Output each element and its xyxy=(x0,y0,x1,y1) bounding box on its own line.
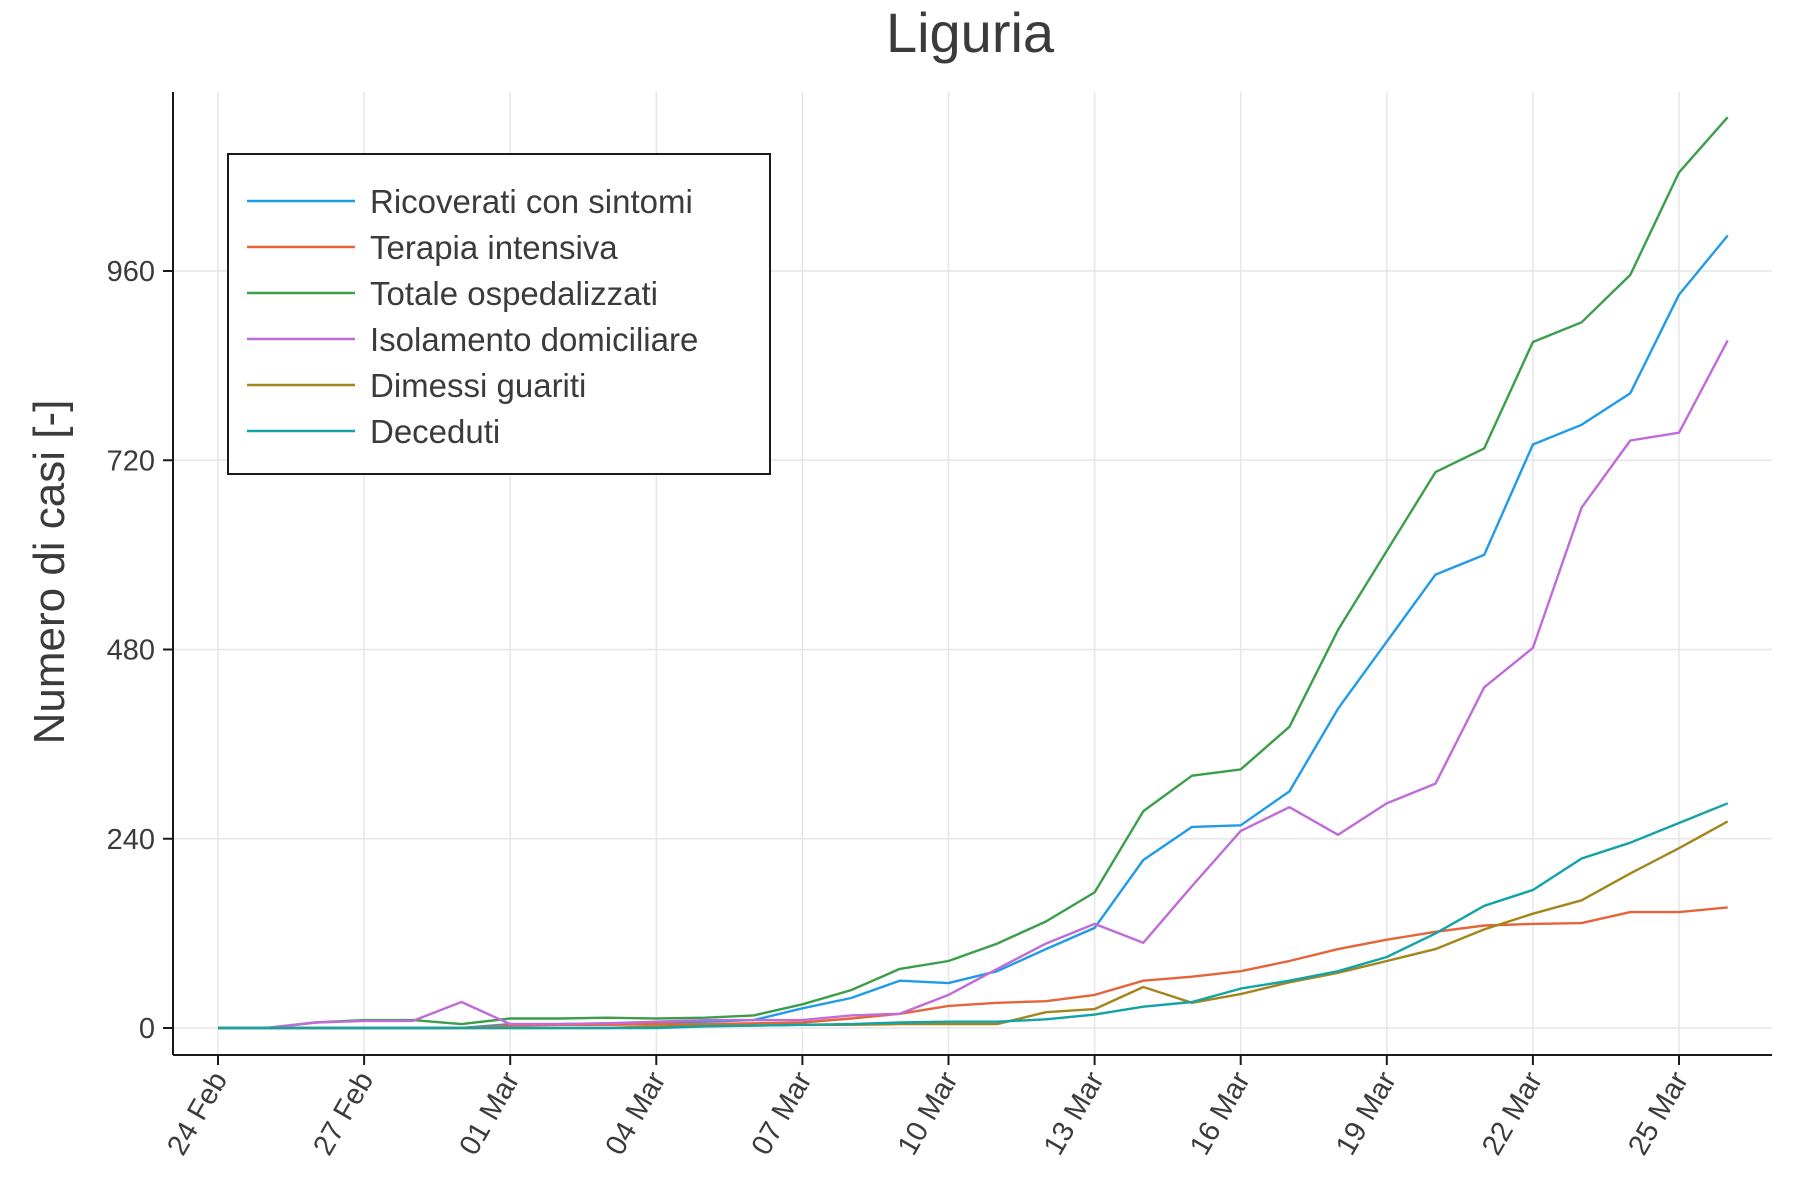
axes xyxy=(172,92,1772,1056)
x-tick-label: 24 Feb xyxy=(161,1067,234,1161)
x-tick-label: 27 Feb xyxy=(307,1067,380,1161)
y-tick-label: 240 xyxy=(107,824,155,856)
y-tick-label: 480 xyxy=(107,635,155,667)
legend: Ricoverati con sintomi Terapia intensiva T… xyxy=(227,153,771,475)
legend-entry: Totale ospedalizzati xyxy=(370,275,658,312)
x-tick-label: 13 Mar xyxy=(1038,1066,1111,1160)
series-line-totale-ospedalizzati xyxy=(218,116,1729,1030)
y-tick-label: 720 xyxy=(107,445,155,477)
legend-entry: Deceduti xyxy=(370,413,500,450)
legend-entry: Terapia intensiva xyxy=(370,229,618,266)
x-tick-label: 25 Mar xyxy=(1622,1066,1695,1160)
x-tick-label: 19 Mar xyxy=(1330,1066,1403,1160)
y-tick-label: 960 xyxy=(107,256,155,288)
y-axis-label: Numero di casi [-] xyxy=(25,400,74,745)
x-tick-label: 22 Mar xyxy=(1476,1066,1549,1160)
x-tick-label: 10 Mar xyxy=(892,1066,965,1160)
chart-title: Liguria xyxy=(886,1,1055,64)
legend-entry: Ricoverati con sintomi xyxy=(370,183,693,220)
series-line-deceduti xyxy=(218,802,1729,1030)
x-tick-label: 01 Mar xyxy=(453,1066,526,1160)
y-tick-label: 0 xyxy=(139,1013,155,1045)
legend-box xyxy=(227,153,771,475)
series-line-dimessi-guariti xyxy=(218,820,1729,1030)
x-tick-label: 04 Mar xyxy=(600,1066,673,1160)
x-tick-label: 07 Mar xyxy=(746,1066,819,1160)
series-line-terapia-intensiva xyxy=(218,906,1728,1030)
series-lines xyxy=(218,116,1729,1030)
x-tick-label: 16 Mar xyxy=(1184,1066,1257,1160)
series-line-isolamento-domiciliare xyxy=(218,339,1729,1030)
legend-entry: Isolamento domiciliare xyxy=(370,321,698,358)
legend-entry: Dimessi guariti xyxy=(370,367,586,404)
